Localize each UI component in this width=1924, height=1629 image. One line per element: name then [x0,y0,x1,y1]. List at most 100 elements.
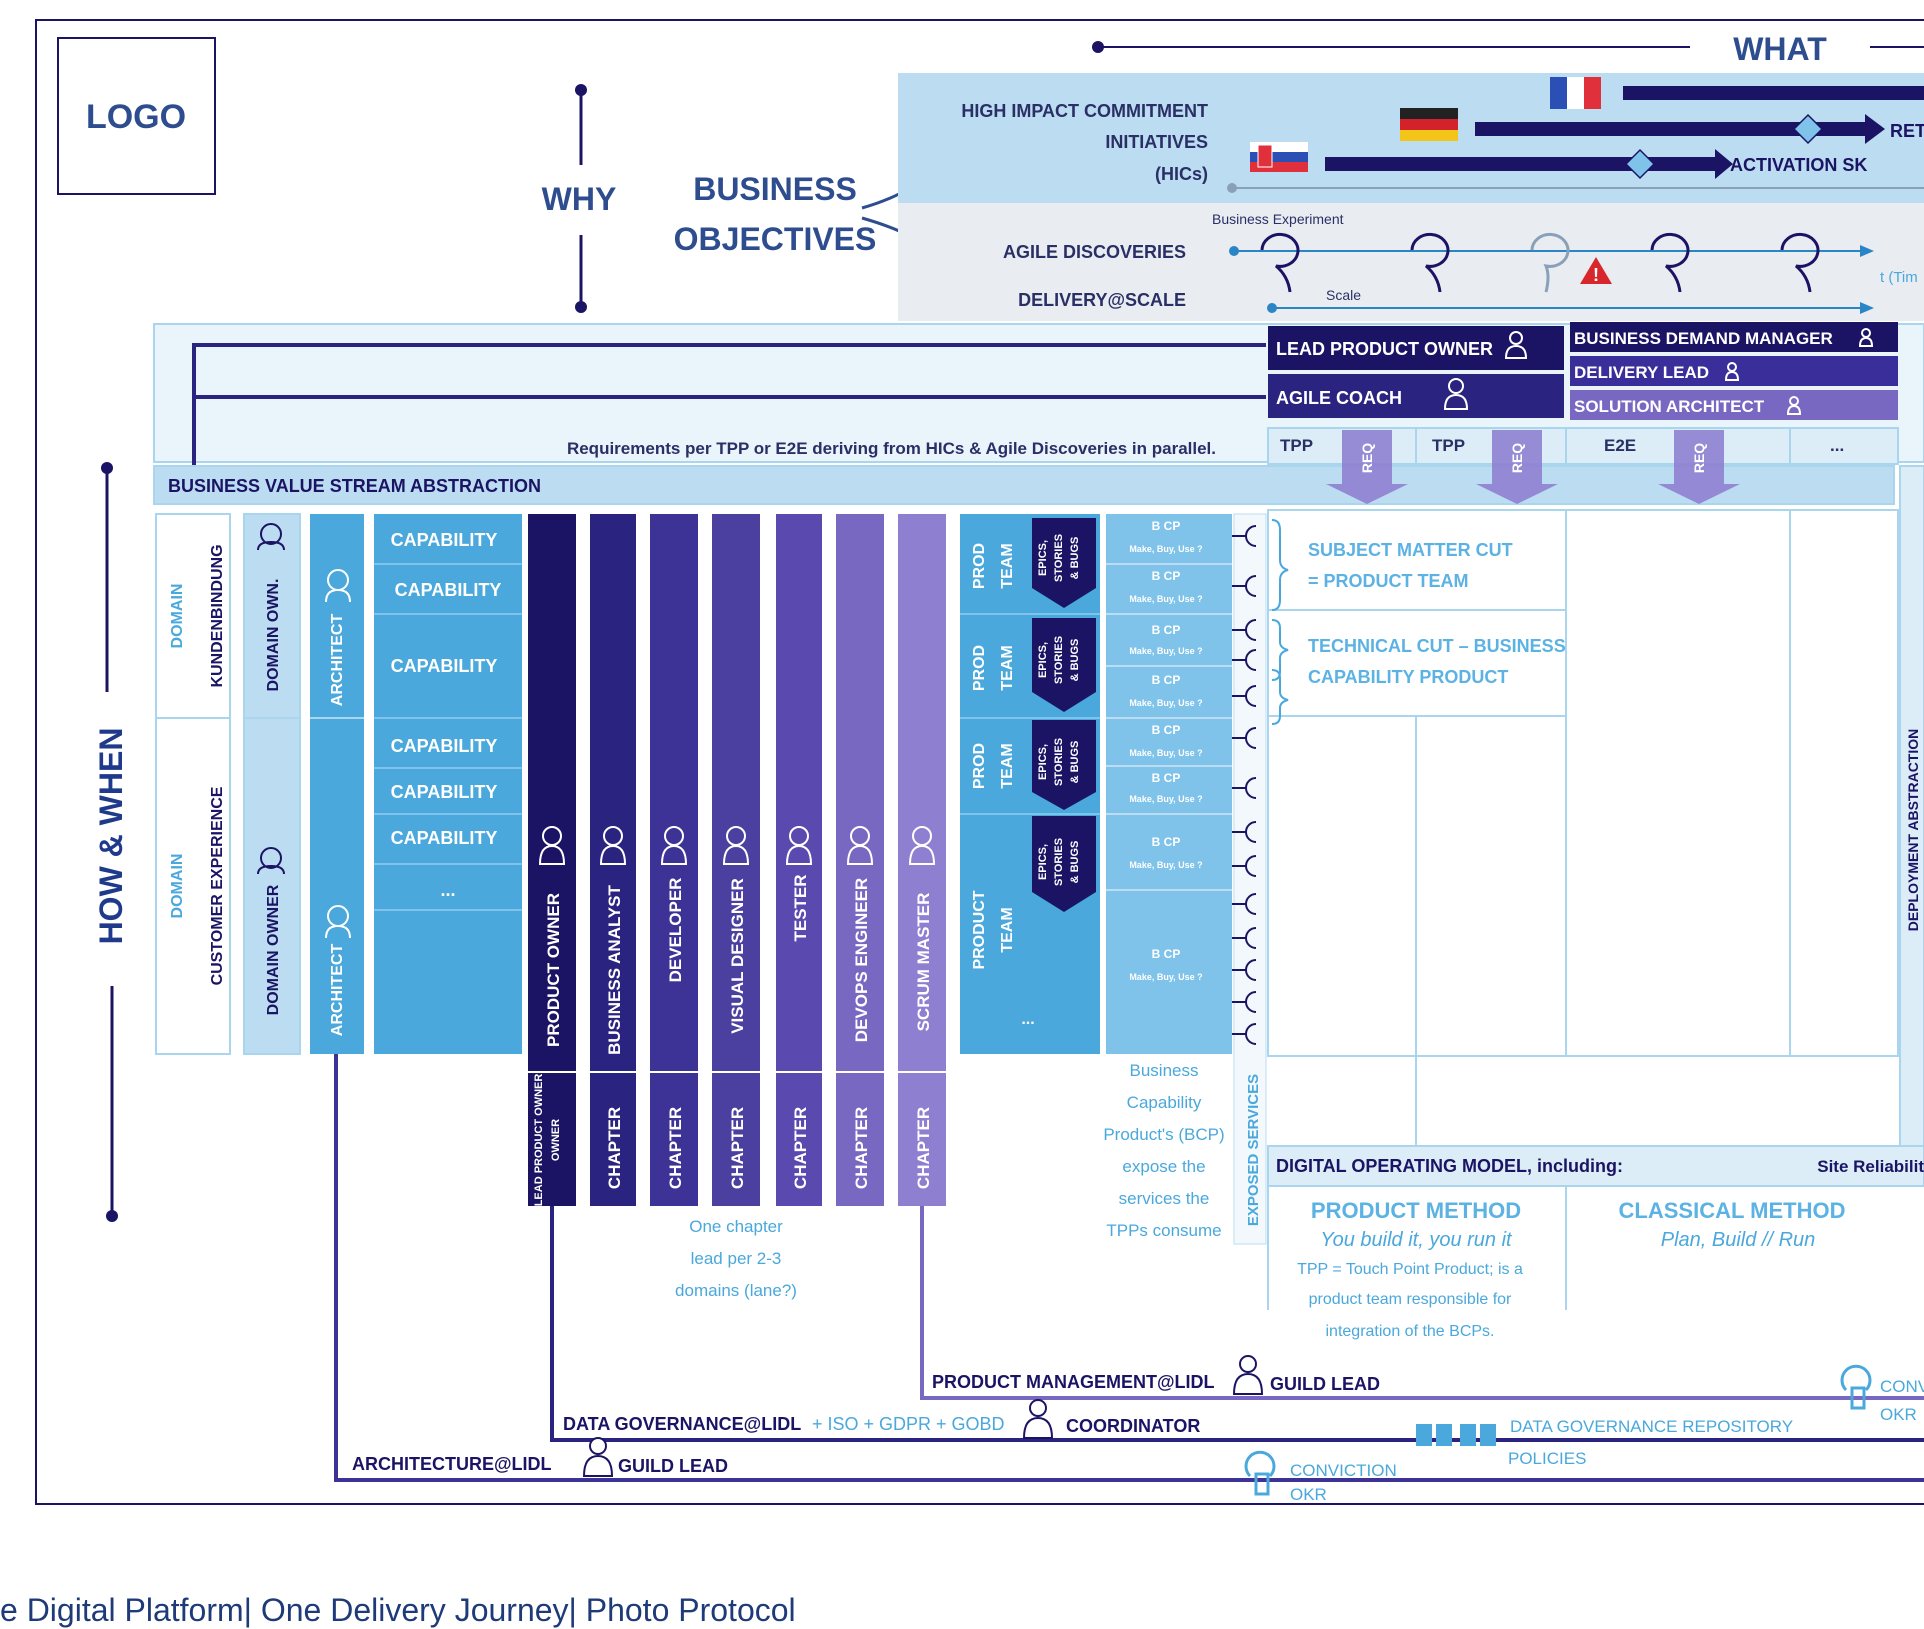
architect-label-1: ARCHITECT [329,614,346,707]
data-gov-guild-label: DATA GOVERNANCE@LIDL [563,1414,801,1434]
domain-own-label: DOMAIN OWN. [265,579,282,692]
chapter-note-2: lead per 2-3 [691,1249,782,1268]
capability-6: CAPABILITY [391,828,498,848]
capability-2: CAPABILITY [395,580,502,600]
bcp-1: B CP [1152,519,1181,533]
warning-icon [1580,257,1612,284]
what-label: WHAT [1733,31,1827,67]
prod-team-1b: TEAM [999,543,1016,588]
hic-arrow-slovakia [1325,157,1720,171]
domain-owner-cell-2 [243,717,301,1055]
bcp-6-sub: Make, Buy, Use ? [1129,794,1202,804]
classical-method-title: CLASSICAL METHOD [1619,1198,1846,1223]
domain-owner-label: DOMAIN OWNER [265,884,282,1015]
epics-2c: & BUGS [1069,639,1081,682]
hic-arrow-label-ret: RET [1890,121,1924,141]
logo-box [57,37,216,195]
architect-column [310,514,364,1054]
epics-backlog-arrows [1032,518,1096,912]
subject-cut-line2: = PRODUCT TEAM [1308,571,1469,591]
bcp-expose-3: Product's (BCP) [1103,1125,1224,1144]
conviction-icon [1244,1364,1872,1496]
developer-column [650,514,698,1206]
requirements-text: Requirements per TPP or E2E deriving fro… [567,439,1216,458]
tester-column [776,514,822,1206]
okr-label-right: OKR [1880,1405,1917,1424]
hic-arrow-label-activation: ACTIVATION SK [1730,155,1867,175]
lead-po-connector [192,343,1266,465]
how-when-label: HOW & WHEN [93,728,129,945]
delivery-arrowhead [1860,302,1874,314]
domain-name-1: KUNDENBINDUNG [209,544,226,687]
capability-5: CAPABILITY [391,782,498,802]
bcp-4-sub: Make, Buy, Use ? [1129,698,1202,708]
person-icons-top [1443,328,1874,415]
domain-cell-2 [155,717,231,1055]
agile-discoveries-label: AGILE DISCOVERIES [1003,242,1186,262]
role-label-business-analyst: BUSINESS ANALYST [605,885,624,1055]
bcp-expose-2: Capability [1127,1093,1202,1112]
agile-coach-label: AGILE COACH [1276,388,1402,408]
classical-method-subtitle: Plan, Build // Run [1661,1229,1816,1251]
epics-4a: EPICS, [1037,844,1049,880]
epics-3a: EPICS, [1037,744,1049,780]
svg-text:!: ! [1593,265,1599,285]
req-label-2: REQ [1509,443,1525,473]
conv-short-label: CONV [1880,1377,1924,1396]
bcp-column [1106,514,1232,1054]
technical-cut-line2: CAPABILITY PRODUCT [1308,667,1508,687]
technical-cut-line1: TECHNICAL CUT – BUSINESS [1308,636,1566,656]
capability-4: CAPABILITY [391,736,498,756]
architecture-guild-label: ARCHITECTURE@LIDL [352,1454,552,1474]
scrum-master-column [898,514,946,1206]
product-team-b: TEAM [999,907,1016,952]
hic-milestone-slovakia [1624,148,1656,180]
epics-3b: STORIES [1053,738,1065,786]
prod-team-2a: PROD [971,645,988,691]
business-demand-manager-label: BUSINESS DEMAND MANAGER [1574,329,1833,348]
conviction-label: CONVICTION [1290,1461,1397,1480]
bcp-8-sub: Make, Buy, Use ? [1129,972,1202,982]
deployment-abstraction-bar [1899,465,1924,1157]
flag-slovakia-icon [1250,142,1308,172]
bcp-5: B CP [1152,723,1181,737]
domain-label-1: DOMAIN [169,584,186,649]
product-method-desc-2: product team responsible for [1309,1291,1512,1308]
role-label-developer: DEVELOPER [666,878,685,983]
hic-baseline-dot [1227,183,1237,193]
visual-designer-column [712,514,760,1206]
prod-team-ellipsis: ... [1021,1011,1034,1028]
architecture-guild-lead: GUILD LEAD [618,1456,728,1476]
business-experiment-label: Business Experiment [1212,211,1344,227]
tpp-grid [1267,509,1899,1057]
subject-cut-brace [1271,519,1289,611]
role-label-tester: TESTER [791,874,810,941]
discoveries-arrowhead [1860,245,1874,257]
product-method-subtitle: You build it, you run it [1320,1229,1513,1251]
req-label-1: REQ [1359,443,1375,473]
product-mgmt-guild-lead: GUILD LEAD [1270,1374,1380,1394]
domain-cell-1 [155,513,231,719]
tpp-header-1: TPP [1280,436,1313,455]
bcp-7: B CP [1152,835,1181,849]
exposed-services-label: EXPOSED SERVICES [1245,1074,1262,1226]
repository-icon [1416,1424,1496,1446]
bcp-4: B CP [1152,673,1181,687]
bcp-2: B CP [1152,569,1181,583]
bcp-3-sub: Make, Buy, Use ? [1129,646,1202,656]
req-label-3: REQ [1691,443,1707,473]
epics-2a: EPICS, [1037,642,1049,678]
how-axis-dot-top [101,462,113,474]
capability-ellipsis: ... [440,880,455,900]
hic-arrow-germany-head [1865,114,1885,144]
time-label: t (Tim [1880,269,1918,286]
subject-cut-line1: SUBJECT MATTER CUT [1308,540,1513,560]
role-label-devops: DEVOPS ENGINEER [852,878,871,1042]
deployment-abstraction-label: DEPLOYMENT ABSTRACTION [1905,729,1921,931]
hic-arrow-france [1623,86,1924,100]
product-team-a: PRODUCT [971,890,988,969]
person-icons-architect [325,569,351,939]
chapter-label-6: CHAPTER [914,1107,933,1189]
why-axis-dot-bottom [575,301,587,313]
